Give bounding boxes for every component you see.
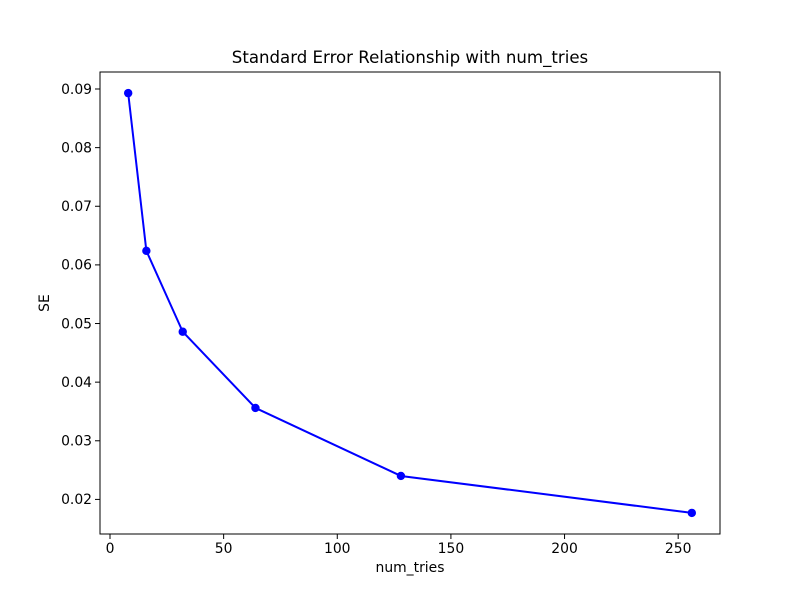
x-tick-label: 150 [438, 541, 465, 557]
data-point-marker [178, 327, 187, 336]
y-tick-label: 0.04 [61, 375, 92, 391]
chart-title: Standard Error Relationship with num_tri… [232, 48, 588, 68]
data-point-marker [123, 88, 133, 98]
x-tick-label: 250 [665, 541, 692, 557]
data-point-marker [396, 471, 406, 481]
y-tick-label: 0.06 [61, 258, 92, 274]
y-tick-label: 0.09 [61, 82, 92, 98]
x-tick-label: 200 [551, 541, 578, 557]
y-tick-label: 0.07 [61, 199, 92, 215]
axes-border [99, 71, 721, 535]
x-tick-label: 0 [106, 541, 115, 557]
y-tick-label: 0.05 [61, 316, 92, 332]
y-tick-label: 0.08 [61, 140, 92, 156]
y-tick-label: 0.02 [61, 492, 92, 508]
y-axis-label: SE [37, 294, 53, 312]
data-point-marker [142, 246, 151, 256]
x-axis-label: num_tries [376, 560, 445, 576]
y-tick-label: 0.03 [61, 434, 92, 450]
data-point-marker [251, 403, 260, 413]
data-line [127, 92, 692, 514]
data-point-marker [687, 508, 697, 518]
x-tick-label: 50 [215, 541, 233, 557]
x-tick-label: 100 [324, 541, 351, 557]
plot-area: 0 50 100 150 200 250 0.02 0.03 0.04 0.05 0.06 0.07 0… [61, 71, 721, 557]
